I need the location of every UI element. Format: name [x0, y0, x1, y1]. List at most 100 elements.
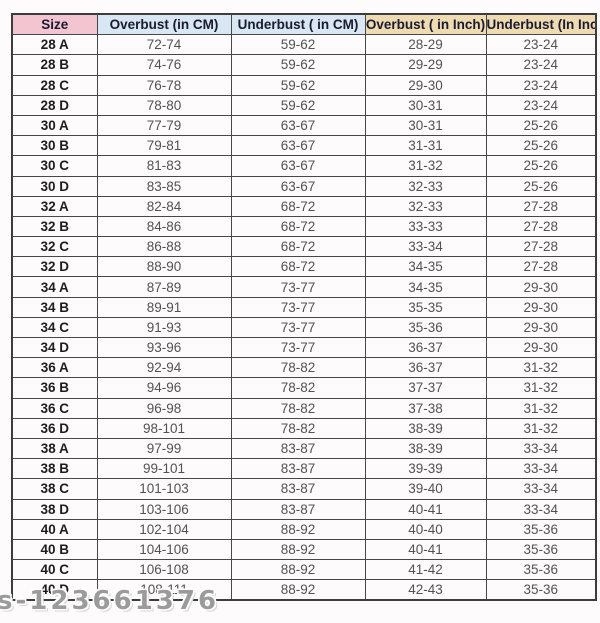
overbust-inch-cell: 34-35 [364, 256, 487, 278]
overbust-inch-cell: 42-43 [364, 579, 487, 601]
underbust-cm-cell: 83-87 [230, 437, 366, 460]
underbust-inch-cell: 35-36 [485, 559, 597, 581]
overbust-cm-cell: 81-83 [96, 155, 232, 177]
overbust-inch-cell: 32-33 [364, 175, 487, 197]
overbust-inch-cell: 33-33 [364, 215, 487, 238]
size-cell: 30 A [11, 114, 98, 137]
underbust-inch-cell: 27-28 [485, 215, 597, 238]
size-cell: 36 B [11, 377, 98, 399]
underbust-inch-cell: 33-34 [485, 437, 597, 460]
size-cell: 38 A [11, 437, 98, 460]
header-overbust-cm: Overbust (in CM) [96, 13, 232, 36]
overbust-cm-cell: 103-106 [96, 498, 232, 520]
overbust-inch-cell: 36-37 [364, 357, 487, 379]
underbust-cm-cell: 68-72 [230, 195, 366, 217]
underbust-cm-cell: 88-92 [230, 579, 366, 601]
overbust-inch-cell: 31-32 [364, 155, 487, 177]
table-row: 40 B 104-106 88-92 40-41 35-36 [11, 538, 597, 561]
underbust-cm-cell: 78-82 [230, 397, 366, 419]
overbust-cm-cell: 84-86 [96, 215, 232, 238]
table-row: 28 D 78-80 59-62 30-31 23-24 [11, 94, 597, 116]
overbust-cm-cell: 102-104 [96, 518, 232, 540]
underbust-inch-cell: 25-26 [485, 135, 597, 157]
table-row: 30 A 77-79 63-67 30-31 25-26 [11, 114, 597, 137]
overbust-inch-cell: 37-37 [364, 377, 487, 399]
table-row: 38 A 97-99 83-87 38-39 33-34 [11, 437, 597, 460]
table-row: 34 A 87-89 73-77 34-35 29-30 [11, 276, 597, 298]
underbust-cm-cell: 83-87 [230, 478, 366, 500]
size-cell: 38 D [11, 498, 98, 520]
underbust-inch-cell: 35-36 [485, 518, 597, 540]
table-row: 28 C 76-78 59-62 29-30 23-24 [11, 74, 597, 96]
overbust-cm-cell: 101-103 [96, 478, 232, 500]
underbust-cm-cell: 63-67 [230, 175, 366, 197]
overbust-inch-cell: 39-40 [364, 478, 487, 500]
underbust-inch-cell: 29-30 [485, 276, 597, 298]
size-cell: 34 C [11, 316, 98, 339]
table-row: 40 A 102-104 88-92 40-40 35-36 [11, 518, 597, 540]
underbust-inch-cell: 23-24 [485, 94, 597, 116]
size-cell: 32 B [11, 215, 98, 238]
underbust-cm-cell: 78-82 [230, 357, 366, 379]
table-row: 28 B 74-76 59-62 29-29 23-24 [11, 54, 597, 76]
table-row: 36 D 98-101 78-82 38-39 31-32 [11, 417, 597, 439]
size-cell: 28 B [11, 54, 98, 76]
underbust-inch-cell: 33-34 [485, 458, 597, 480]
underbust-cm-cell: 73-77 [230, 276, 366, 298]
overbust-inch-cell: 30-31 [364, 94, 487, 116]
overbust-cm-cell: 106-108 [96, 559, 232, 581]
underbust-cm-cell: 63-67 [230, 114, 366, 137]
overbust-cm-cell: 97-99 [96, 437, 232, 460]
overbust-inch-cell: 40-40 [364, 518, 487, 540]
underbust-inch-cell: 27-28 [485, 236, 597, 258]
table-row: 32 D 88-90 68-72 34-35 27-28 [11, 256, 597, 278]
size-cell: 30 D [11, 175, 98, 197]
overbust-cm-cell: 91-93 [96, 316, 232, 339]
table-row: 38 D 103-106 83-87 40-41 33-34 [11, 498, 597, 520]
header-underbust-inch: Underbust (In Inch) [485, 13, 597, 36]
underbust-inch-cell: 35-36 [485, 538, 597, 561]
overbust-inch-cell: 28-29 [364, 34, 487, 56]
underbust-cm-cell: 73-77 [230, 336, 366, 359]
size-cell: 32 D [11, 256, 98, 278]
underbust-inch-cell: 23-24 [485, 34, 597, 56]
overbust-cm-cell: 89-91 [96, 296, 232, 318]
underbust-inch-cell: 23-24 [485, 54, 597, 76]
size-cell: 28 D [11, 94, 98, 116]
size-cell: 38 C [11, 478, 98, 500]
underbust-cm-cell: 78-82 [230, 417, 366, 439]
table-row: 38 B 99-101 83-87 39-39 33-34 [11, 458, 597, 480]
size-chart-header: Size Overbust (in CM) Underbust ( in CM)… [11, 13, 597, 36]
size-cell: 40 D [11, 579, 98, 601]
overbust-inch-cell: 36-37 [364, 336, 487, 359]
underbust-inch-cell: 31-32 [485, 417, 597, 439]
underbust-inch-cell: 25-26 [485, 175, 597, 197]
overbust-cm-cell: 77-79 [96, 114, 232, 137]
underbust-inch-cell: 29-30 [485, 336, 597, 359]
underbust-inch-cell: 23-24 [485, 74, 597, 96]
underbust-cm-cell: 59-62 [230, 74, 366, 96]
underbust-inch-cell: 31-32 [485, 397, 597, 419]
size-chart-table: Size Overbust (in CM) Underbust ( in CM)… [11, 13, 597, 602]
overbust-inch-cell: 33-34 [364, 236, 487, 258]
overbust-inch-cell: 35-35 [364, 296, 487, 318]
overbust-inch-cell: 41-42 [364, 559, 487, 581]
underbust-inch-cell: 27-28 [485, 195, 597, 217]
overbust-cm-cell: 78-80 [96, 94, 232, 116]
overbust-inch-cell: 40-41 [364, 498, 487, 520]
table-row: 34 D 93-96 73-77 36-37 29-30 [11, 336, 597, 359]
underbust-cm-cell: 63-67 [230, 155, 366, 177]
overbust-inch-cell: 35-36 [364, 316, 487, 339]
underbust-cm-cell: 68-72 [230, 256, 366, 278]
size-cell: 36 C [11, 397, 98, 419]
overbust-inch-cell: 32-33 [364, 195, 487, 217]
size-cell: 32 A [11, 195, 98, 217]
overbust-cm-cell: 86-88 [96, 236, 232, 258]
underbust-cm-cell: 59-62 [230, 94, 366, 116]
overbust-cm-cell: 87-89 [96, 276, 232, 298]
table-row: 30 C 81-83 63-67 31-32 25-26 [11, 155, 597, 177]
size-cell: 36 A [11, 357, 98, 379]
underbust-inch-cell: 29-30 [485, 316, 597, 339]
header-underbust-cm: Underbust ( in CM) [230, 13, 366, 36]
